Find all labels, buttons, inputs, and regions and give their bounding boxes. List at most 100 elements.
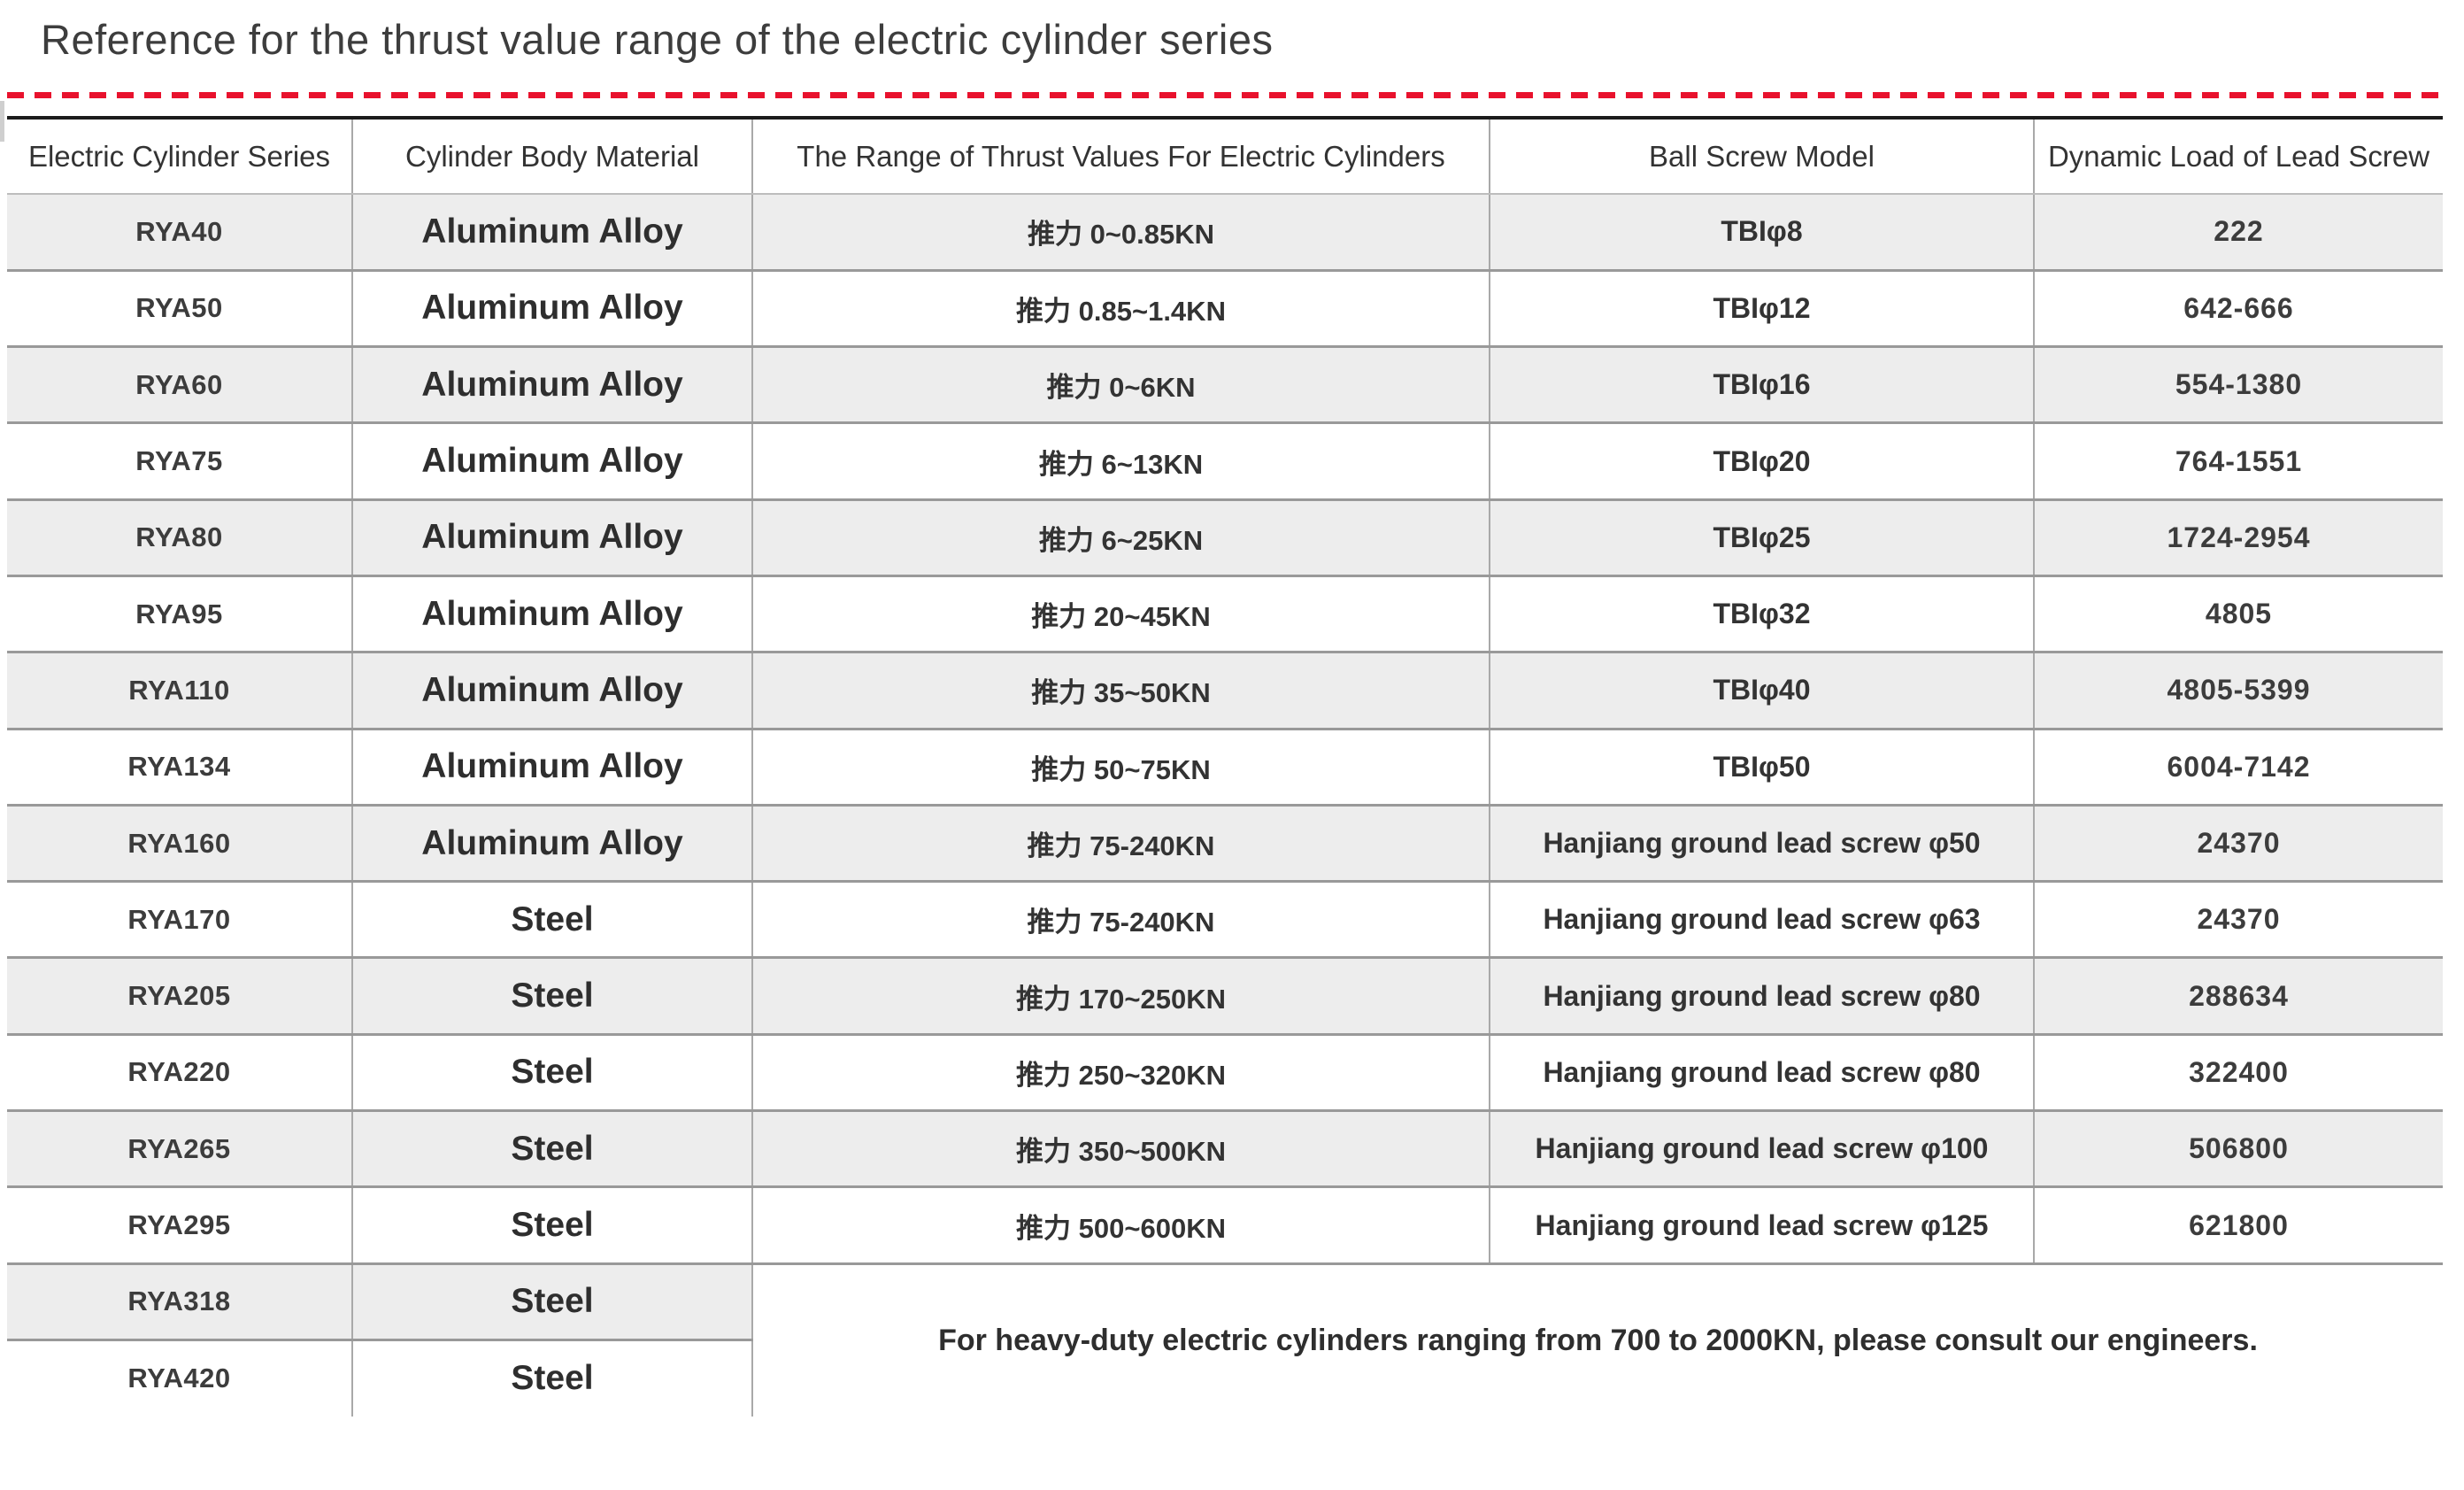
material-cell: Aluminum Alloy	[351, 270, 752, 349]
series-cell: RYA265	[7, 1110, 352, 1189]
table-row: RYA220 Steel 推力 250~320KN Hanjiang groun…	[7, 1034, 2443, 1113]
thrust-range-cell: 推力 350~500KN	[751, 1110, 1490, 1189]
table-row: RYA40 Aluminum Alloy 推力 0~0.85KN TBIφ8 2…	[7, 194, 2443, 272]
series-cell: RYA134	[7, 729, 352, 807]
ball-screw-cell: Hanjiang ground lead screw φ125	[1489, 1186, 2034, 1265]
left-edge-artifact	[0, 101, 4, 142]
column-header-series: Electric Cylinder Series	[7, 118, 352, 195]
dynamic-load-cell: 1724-2954	[2033, 499, 2443, 577]
thrust-range-cell: 推力 6~25KN	[751, 499, 1490, 577]
thrust-range-cell: 推力 0~0.85KN	[751, 194, 1490, 272]
series-cell: RYA40	[7, 194, 352, 272]
ball-screw-cell: Hanjiang ground lead screw φ80	[1489, 957, 2034, 1036]
dynamic-load-cell: 288634	[2033, 957, 2443, 1036]
column-header-dynamic-load: Dynamic Load of Lead Screw	[2033, 118, 2443, 195]
column-header-thrust-range: The Range of Thrust Values For Electric …	[751, 118, 1490, 195]
table-row: RYA80 Aluminum Alloy 推力 6~25KN TBIφ25 17…	[7, 499, 2443, 577]
table-row: RYA50 Aluminum Alloy 推力 0.85~1.4KN TBIφ1…	[7, 270, 2443, 349]
ball-screw-cell: Hanjiang ground lead screw φ63	[1489, 881, 2034, 960]
table-row: RYA160 Aluminum Alloy 推力 75-240KN Hanjia…	[7, 805, 2443, 884]
table-row: RYA265 Steel 推力 350~500KN Hanjiang groun…	[7, 1110, 2443, 1189]
material-cell: Aluminum Alloy	[351, 729, 752, 807]
series-cell: RYA50	[7, 270, 352, 349]
material-cell: Steel	[351, 1186, 752, 1265]
material-cell: Aluminum Alloy	[351, 805, 752, 884]
dynamic-load-cell: 6004-7142	[2033, 729, 2443, 807]
material-cell: Aluminum Alloy	[351, 499, 752, 577]
thrust-range-cell: 推力 170~250KN	[751, 957, 1490, 1036]
series-cell: RYA80	[7, 499, 352, 577]
ball-screw-cell: TBIφ20	[1489, 422, 2034, 501]
series-cell: RYA95	[7, 575, 352, 654]
dynamic-load-cell: 4805	[2033, 575, 2443, 654]
series-cell: RYA420	[7, 1339, 352, 1417]
material-cell: Aluminum Alloy	[351, 422, 752, 501]
ball-screw-cell: TBIφ50	[1489, 729, 2034, 807]
dynamic-load-cell: 642-666	[2033, 270, 2443, 349]
dynamic-load-cell: 621800	[2033, 1186, 2443, 1265]
thrust-range-cell: 推力 35~50KN	[751, 652, 1490, 730]
column-header-material: Cylinder Body Material	[351, 118, 752, 195]
table-row: RYA205 Steel 推力 170~250KN Hanjiang groun…	[7, 957, 2443, 1036]
ball-screw-cell: TBIφ40	[1489, 652, 2034, 730]
thrust-range-cell: 推力 75-240KN	[751, 805, 1490, 884]
table-row: RYA420 Steel	[7, 1339, 2443, 1417]
series-cell: RYA60	[7, 346, 352, 425]
material-cell: Steel	[351, 1339, 752, 1417]
dynamic-load-cell: 24370	[2033, 805, 2443, 884]
ball-screw-cell: TBIφ12	[1489, 270, 2034, 349]
ball-screw-cell: Hanjiang ground lead screw φ100	[1489, 1110, 2034, 1189]
material-cell: Aluminum Alloy	[351, 346, 752, 425]
table-row: RYA75 Aluminum Alloy 推力 6~13KN TBIφ20 76…	[7, 422, 2443, 501]
ball-screw-cell: Hanjiang ground lead screw φ80	[1489, 1034, 2034, 1113]
thrust-reference-table: Electric Cylinder Series Cylinder Body M…	[7, 116, 2443, 1417]
thrust-range-cell: 推力 75-240KN	[751, 881, 1490, 960]
ball-screw-cell: Hanjiang ground lead screw φ50	[1489, 805, 2034, 884]
series-cell: RYA170	[7, 881, 352, 960]
dynamic-load-cell: 222	[2033, 194, 2443, 272]
ball-screw-cell: TBIφ8	[1489, 194, 2034, 272]
ball-screw-cell: TBIφ32	[1489, 575, 2034, 654]
table-row: RYA60 Aluminum Alloy 推力 0~6KN TBIφ16 554…	[7, 346, 2443, 425]
material-cell: Steel	[351, 881, 752, 960]
red-dashed-divider	[7, 92, 2443, 98]
series-cell: RYA295	[7, 1186, 352, 1265]
dynamic-load-cell: 764-1551	[2033, 422, 2443, 501]
thrust-range-cell: 推力 0~6KN	[751, 346, 1490, 425]
series-cell: RYA205	[7, 957, 352, 1036]
ball-screw-cell: TBIφ16	[1489, 346, 2034, 425]
material-cell: Steel	[351, 1034, 752, 1113]
dynamic-load-cell: 4805-5399	[2033, 652, 2443, 730]
material-cell: Aluminum Alloy	[351, 652, 752, 730]
table-row: RYA295 Steel 推力 500~600KN Hanjiang groun…	[7, 1186, 2443, 1265]
table-row: RYA110 Aluminum Alloy 推力 35~50KN TBIφ40 …	[7, 652, 2443, 730]
dynamic-load-cell: 506800	[2033, 1110, 2443, 1189]
series-cell: RYA110	[7, 652, 352, 730]
table-row: RYA170 Steel 推力 75-240KN Hanjiang ground…	[7, 881, 2443, 960]
thrust-range-cell: 推力 6~13KN	[751, 422, 1490, 501]
thrust-range-cell: 推力 250~320KN	[751, 1034, 1490, 1113]
series-cell: RYA160	[7, 805, 352, 884]
thrust-range-cell: 推力 20~45KN	[751, 575, 1490, 654]
material-cell: Steel	[351, 957, 752, 1036]
material-cell: Aluminum Alloy	[351, 575, 752, 654]
material-cell: Steel	[351, 1263, 752, 1341]
dynamic-load-cell: 554-1380	[2033, 346, 2443, 425]
column-header-ball-screw: Ball Screw Model	[1489, 118, 2034, 195]
table-header-row: Electric Cylinder Series Cylinder Body M…	[7, 118, 2443, 195]
series-cell: RYA75	[7, 422, 352, 501]
page-title: Reference for the thrust value range of …	[41, 16, 1274, 63]
heavy-duty-note: For heavy-duty electric cylinders rangin…	[751, 1263, 2443, 1417]
dynamic-load-cell: 322400	[2033, 1034, 2443, 1113]
thrust-range-cell: 推力 50~75KN	[751, 729, 1490, 807]
ball-screw-cell: TBIφ25	[1489, 499, 2034, 577]
dynamic-load-cell: 24370	[2033, 881, 2443, 960]
thrust-range-cell: 推力 0.85~1.4KN	[751, 270, 1490, 349]
material-cell: Aluminum Alloy	[351, 194, 752, 272]
table-row: RYA134 Aluminum Alloy 推力 50~75KN TBIφ50 …	[7, 729, 2443, 807]
series-cell: RYA318	[7, 1263, 352, 1341]
material-cell: Steel	[351, 1110, 752, 1189]
table-row: RYA318 Steel For heavy-duty electric cyl…	[7, 1263, 2443, 1417]
series-cell: RYA220	[7, 1034, 352, 1113]
table-row: RYA95 Aluminum Alloy 推力 20~45KN TBIφ32 4…	[7, 575, 2443, 654]
